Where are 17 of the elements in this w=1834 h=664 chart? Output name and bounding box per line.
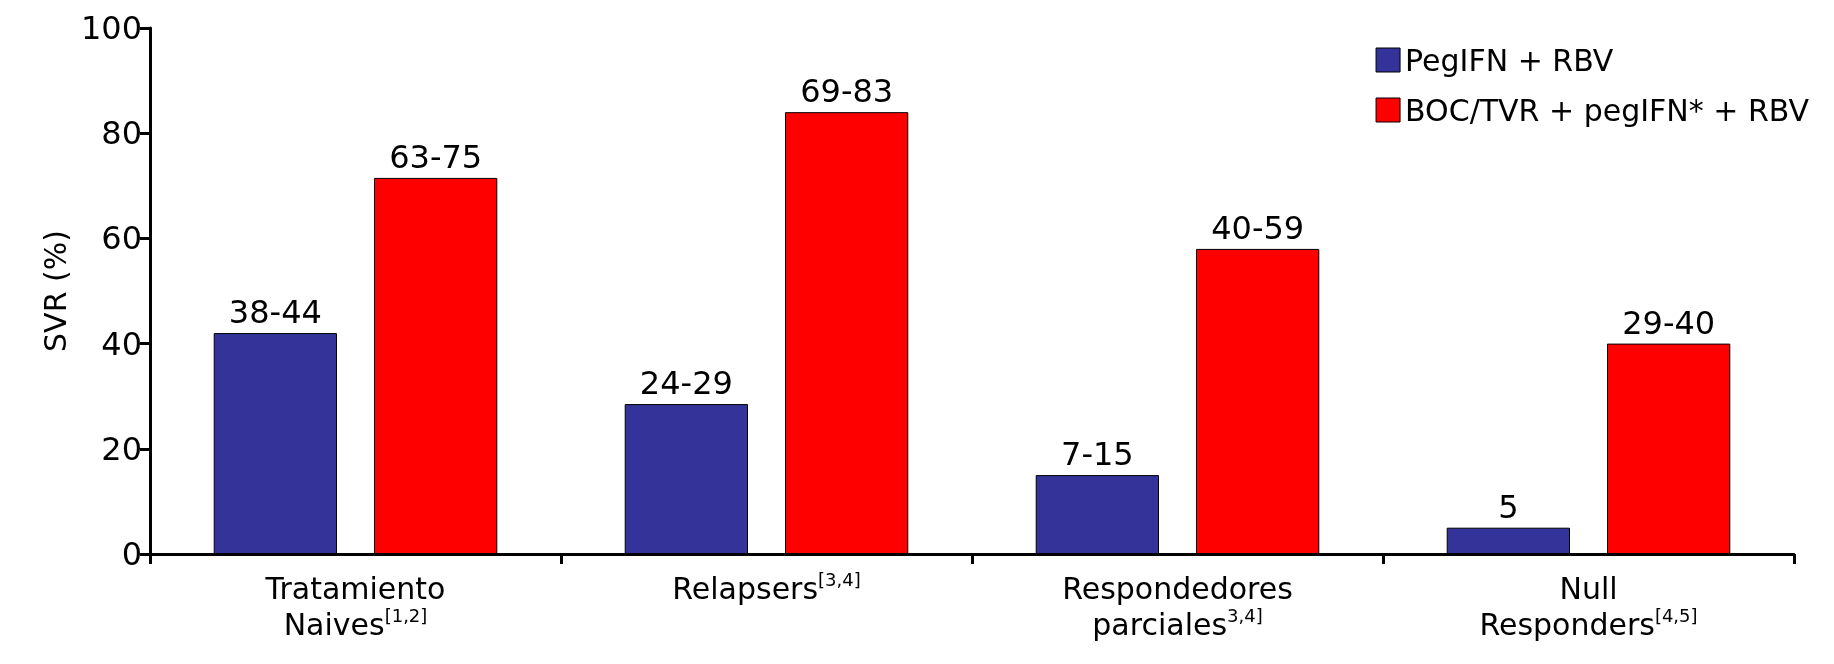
data-label: 7-15	[1061, 435, 1134, 474]
y-tick-label: 20	[101, 429, 142, 468]
y-tick-label: 60	[101, 219, 142, 258]
data-label: 5	[1498, 487, 1519, 526]
data-label: 40-59	[1211, 208, 1305, 247]
y-tick-label: 40	[101, 324, 142, 363]
data-label: 69-83	[800, 72, 894, 111]
legend-label: BOC/TVR + pegIFN* + RBV	[1405, 92, 1810, 128]
y-tick-label: 80	[101, 114, 142, 153]
y-axis-title: SVR (%)	[37, 230, 73, 352]
data-label: 29-40	[1622, 303, 1716, 342]
legend-label: PegIFN + RBV	[1405, 42, 1614, 78]
y-tick-label: 0	[121, 535, 142, 573]
data-label: 63-75	[389, 137, 483, 176]
y-tick-label: 100	[80, 9, 142, 47]
data-label: 38-44	[228, 293, 322, 332]
data-label: 24-29	[639, 364, 733, 403]
